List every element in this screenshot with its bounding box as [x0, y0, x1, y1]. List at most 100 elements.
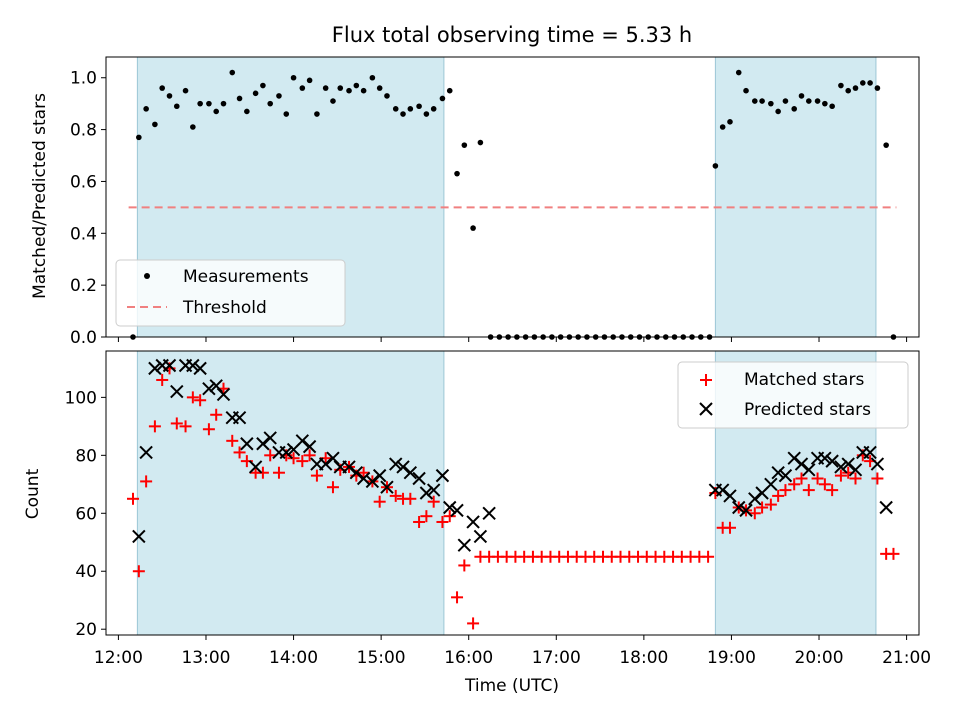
matched-star-point — [326, 481, 339, 494]
matched-star-point — [287, 452, 300, 465]
predicted-star-point — [764, 477, 778, 492]
measurement-point — [430, 106, 437, 112]
matched-star-point — [233, 446, 246, 459]
y-tick-label: 0.4 — [70, 224, 97, 244]
predicted-star-point — [232, 410, 247, 425]
measurement-point — [400, 111, 406, 117]
x-tick-label: 18:00 — [619, 648, 668, 668]
y-tick-label: 1.0 — [70, 69, 97, 89]
count-panel-frame — [105, 350, 920, 636]
predicted-star-point — [482, 506, 496, 520]
matched-star-point — [140, 475, 153, 488]
measurement-point — [152, 121, 158, 128]
matched-star-point — [795, 472, 808, 485]
predicted-star-point — [380, 480, 394, 494]
measurement-point — [306, 77, 313, 84]
measurement-point — [743, 87, 749, 94]
y-axis-ticks: 20 40 60 80 100 — [65, 388, 106, 640]
matched-star-point — [818, 478, 831, 491]
measurement-point — [727, 119, 733, 125]
measurement-point — [220, 100, 227, 107]
predicted-star-point — [193, 361, 207, 376]
measurement-point — [330, 98, 336, 104]
measurement-point — [719, 124, 726, 130]
measurement-point — [423, 111, 430, 117]
predicted-star-point — [148, 361, 162, 376]
measurement-point — [883, 142, 889, 148]
matched-star-point — [303, 449, 316, 462]
measurement-point — [860, 80, 866, 86]
matched-star-point — [764, 498, 777, 511]
matched-star-point — [748, 507, 761, 520]
matched-star-point — [194, 394, 207, 407]
x-tick-label: 16:00 — [444, 648, 493, 668]
predicted-star-point — [240, 437, 254, 451]
predicted-star-point — [342, 460, 356, 474]
predicted-star-point — [202, 381, 216, 396]
predicted-star-point — [771, 466, 785, 480]
y-axis-label: Matched/Predicted stars — [30, 93, 50, 299]
matched-star-point — [849, 472, 862, 485]
measurement-point — [751, 98, 758, 104]
ratio-panel-frame — [105, 56, 920, 338]
matched-star-point — [148, 420, 161, 433]
measurement-point — [829, 103, 835, 110]
y-tick-label: 80 — [75, 446, 97, 466]
predicted-star-point — [723, 489, 737, 503]
measurement-point — [798, 93, 805, 99]
predicted-star-point — [879, 500, 893, 515]
measurement-point — [322, 85, 329, 91]
measurement-point — [461, 142, 468, 148]
y-tick-label: 20 — [75, 620, 97, 640]
measurement-point — [867, 80, 873, 86]
measurement-point — [244, 108, 250, 115]
y-tick-label: 100 — [65, 388, 97, 408]
matched-star-point — [357, 466, 370, 479]
measurement-point — [360, 87, 367, 94]
matched-star-point — [256, 466, 269, 479]
matched-star-point — [389, 489, 402, 502]
predicted-star-point — [450, 503, 464, 518]
legend-measurements-label: Measurements — [183, 267, 309, 287]
measurement-point — [712, 163, 719, 169]
y-tick-label: 0.0 — [70, 328, 97, 348]
predicted-star-point — [841, 457, 855, 471]
count-legend: Matched stars Predicted stars — [677, 361, 909, 429]
measurement-point — [267, 100, 274, 107]
measurement-point — [768, 100, 774, 107]
x-tick-label: 20:00 — [795, 648, 844, 668]
predicted-star-point — [279, 445, 293, 460]
matched-stars-points — [127, 362, 900, 630]
predicted-star-point — [426, 483, 441, 497]
measurement-point — [735, 69, 742, 76]
predicted-star-point — [748, 492, 762, 506]
measurement-point — [136, 134, 142, 141]
measurement-point — [852, 85, 859, 91]
predicted-star-point — [263, 431, 277, 445]
legend-measurements-marker — [144, 273, 150, 279]
measurement-point — [166, 93, 173, 99]
measurement-point — [805, 98, 812, 104]
predicted-star-point — [356, 471, 371, 486]
measurement-point — [838, 82, 844, 89]
measurement-point — [439, 95, 446, 102]
predicted-star-point — [162, 358, 177, 373]
measurement-point — [782, 98, 789, 104]
measurement-point — [392, 106, 399, 112]
measurement-point — [759, 98, 765, 104]
matched-star-point — [186, 391, 199, 404]
predicted-star-point — [139, 445, 153, 460]
x-axis-ticks — [117, 337, 908, 342]
measurement-point — [346, 87, 352, 94]
y-axis-label: Count — [23, 468, 43, 519]
count-panel: 20 40 60 80 100 12:00 13:00 14:00 15:00 16:00 17:… — [23, 350, 931, 696]
matched-star-point — [458, 559, 471, 572]
legend-predicted-marker — [699, 402, 713, 416]
shaded-window-2 — [714, 56, 877, 338]
matched-star-point — [170, 417, 183, 430]
y-axis-ticks: 0.0 0.2 0.4 0.6 0.8 1.0 — [70, 69, 106, 348]
measurement-point — [197, 100, 203, 107]
predicted-star-point — [848, 463, 863, 477]
measurement-point — [407, 106, 414, 112]
predicted-star-point — [318, 457, 333, 471]
